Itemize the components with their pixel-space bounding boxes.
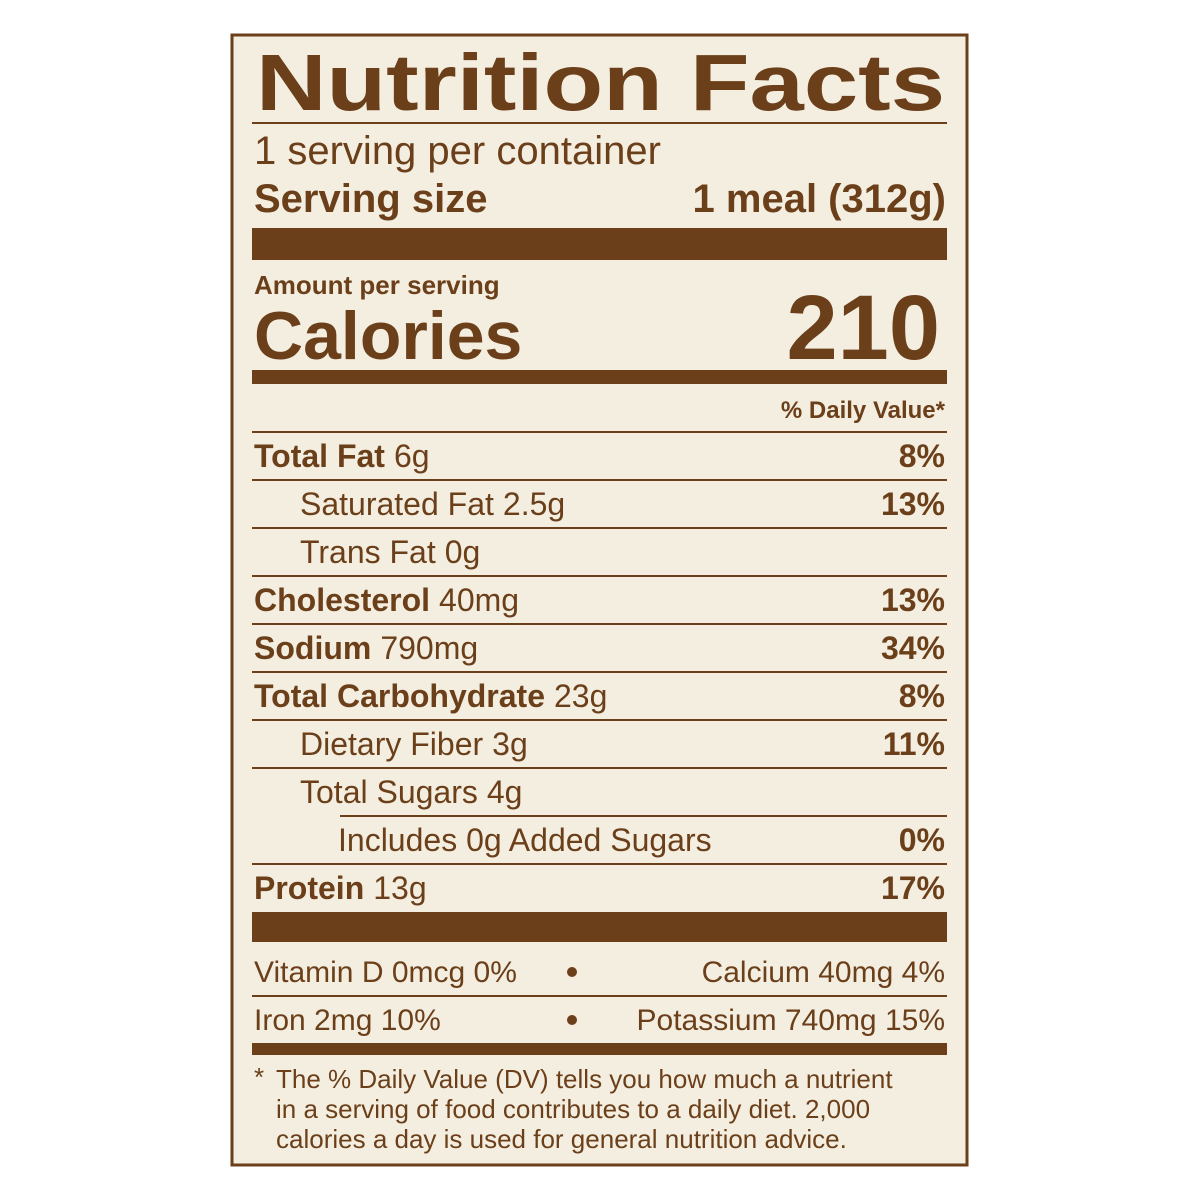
- thick-bar: [252, 1043, 947, 1055]
- daily-value: 17%: [881, 870, 945, 906]
- label-panel: [230, 33, 969, 1167]
- daily-value: 11%: [883, 726, 945, 762]
- nutrient-amount: 2.5g: [503, 486, 565, 522]
- vitamin: Iron 2mg 10%: [254, 1004, 441, 1037]
- rule: [252, 431, 947, 433]
- rule: [340, 815, 947, 817]
- nutrient: Cholesterol 40mg: [254, 582, 519, 618]
- rule: [252, 863, 947, 865]
- nutrient: Protein 13g: [254, 870, 427, 906]
- nutrient: Total Carbohydrate 23g: [254, 678, 607, 714]
- thick-bar: [252, 912, 947, 942]
- daily-value: 0%: [899, 822, 945, 858]
- nutrient-amount: 6g: [394, 438, 430, 474]
- nutrient-name: Trans Fat: [300, 534, 436, 570]
- bullet: [567, 967, 577, 977]
- rule: [252, 767, 947, 769]
- daily-value: 8%: [899, 678, 945, 714]
- rule: [252, 719, 947, 721]
- amount-per-serving: Amount per serving: [254, 270, 500, 300]
- thick-bar: [252, 228, 947, 260]
- vitamin: Potassium 740mg 15%: [637, 1004, 946, 1037]
- bullet: [567, 1015, 577, 1025]
- rule: [252, 575, 947, 577]
- nutrient-name: Sodium: [254, 630, 371, 666]
- rule: [252, 671, 947, 673]
- rule: [252, 623, 947, 625]
- serving-size-value: 1 meal (312g): [693, 177, 946, 221]
- serving-size-label: Serving size: [254, 177, 487, 221]
- footnote-line: The % Daily Value (DV) tells you how muc…: [276, 1064, 893, 1094]
- nutrient-amount: 3g: [492, 726, 528, 762]
- nutrient: Total Fat 6g: [254, 438, 430, 474]
- nutrient-name: Total Fat: [254, 438, 385, 474]
- nutrient-amount: 0g: [445, 534, 481, 570]
- calories-label: Calories: [254, 298, 522, 374]
- thick-bar: [252, 370, 947, 384]
- nutrient: Saturated Fat 2.5g: [300, 486, 565, 522]
- rule: [252, 527, 947, 529]
- nutrient-name: Protein: [254, 870, 364, 906]
- nutrient-name: Cholesterol: [254, 582, 430, 618]
- nutrient: Includes 0g Added Sugars: [338, 822, 712, 858]
- footnote-marker: *: [254, 1062, 264, 1092]
- nutrient: Sodium 790mg: [254, 630, 478, 666]
- nutrient-amount: 13g: [373, 870, 426, 906]
- footnote-line: calories a day is used for general nutri…: [276, 1124, 847, 1154]
- nutrient: Total Sugars 4g: [300, 774, 522, 810]
- nutrient-amount: 4g: [487, 774, 523, 810]
- servings: 1 serving per container: [254, 129, 661, 173]
- nutrient-name: Total Carbohydrate: [254, 678, 545, 714]
- nutrient-name: Includes 0g Added Sugars: [338, 822, 712, 858]
- footnote-line: in a serving of food contributes to a da…: [276, 1094, 870, 1124]
- daily-value: 13%: [881, 486, 945, 522]
- daily-value: 13%: [881, 582, 945, 618]
- nutrient-amount: 23g: [554, 678, 607, 714]
- rule: [252, 995, 947, 997]
- daily-value: 34%: [881, 630, 945, 666]
- nutrient-amount: 790mg: [380, 630, 478, 666]
- nutrient-name: Saturated Fat: [300, 486, 494, 522]
- vitamin: Vitamin D 0mcg 0%: [254, 956, 517, 989]
- nutrient-name: Dietary Fiber: [300, 726, 484, 762]
- rule: [252, 122, 947, 124]
- rule: [252, 479, 947, 481]
- nutrient-amount: 40mg: [439, 582, 519, 618]
- title: Nutrition Facts: [256, 38, 945, 127]
- nutrient: Trans Fat 0g: [300, 534, 480, 570]
- daily-value: 8%: [899, 438, 945, 474]
- nutrient-name: Total Sugars: [300, 774, 478, 810]
- vitamin: Calcium 40mg 4%: [702, 956, 945, 989]
- dv-header: % Daily Value*: [781, 397, 946, 424]
- nutrient: Dietary Fiber 3g: [300, 726, 528, 762]
- calories-value: 210: [787, 277, 941, 379]
